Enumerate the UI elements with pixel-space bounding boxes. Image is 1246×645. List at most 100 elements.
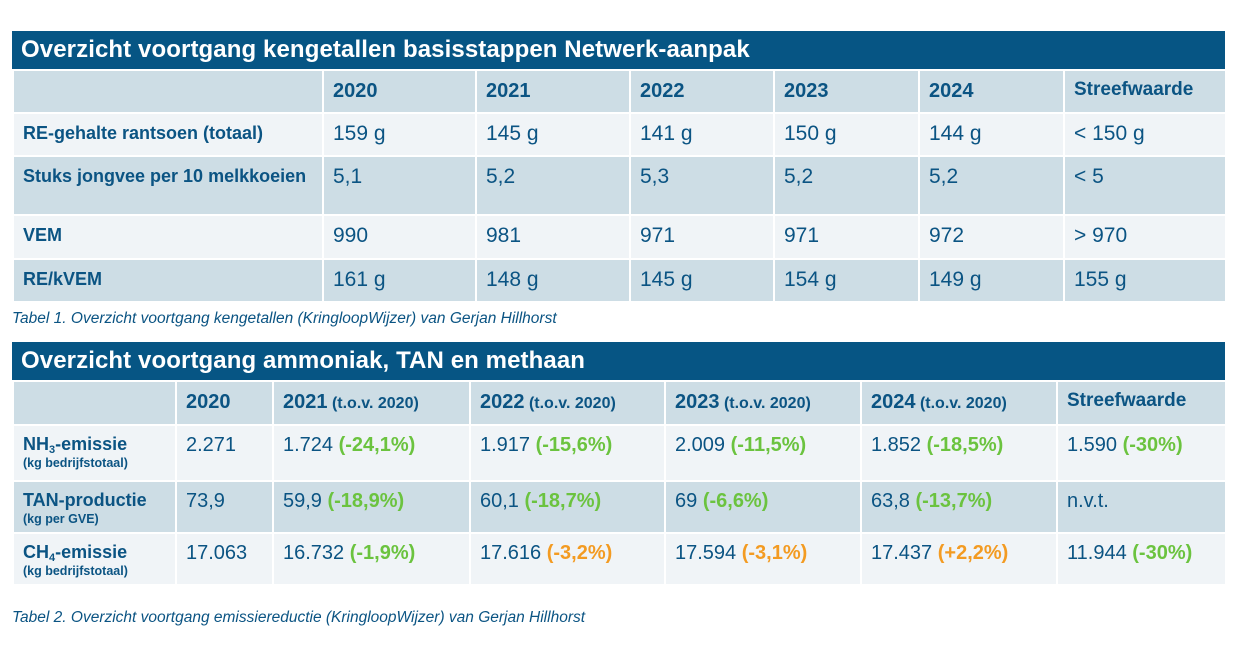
value: 1.724 <box>283 434 339 456</box>
table-row: RE-gehalte rantsoen (totaal) 159 g 145 g… <box>12 112 1227 157</box>
row-label: VEM <box>12 214 324 260</box>
header-streefwaarde: Streefwaarde <box>1056 380 1227 426</box>
pct-change: (-3,1%) <box>741 542 808 564</box>
cell-value: 971 <box>629 214 775 260</box>
cell-value: 971 <box>773 214 920 260</box>
row-label: RE-gehalte rantsoen (totaal) <box>12 112 324 157</box>
row-label: TAN-productie (kg per GVE) <box>12 480 177 534</box>
cell-value: 63,8 (-13,7%) <box>860 480 1058 534</box>
header-sub: (t.o.v. 2020) <box>524 395 616 412</box>
header-year: 2020 <box>186 391 231 413</box>
pct-change: (-24,1%) <box>338 434 416 456</box>
header-sub: (t.o.v. 2020) <box>327 395 419 412</box>
value: 69 <box>675 490 703 512</box>
cell-value: 148 g <box>475 258 631 303</box>
cell-value: 981 <box>475 214 631 260</box>
row-label: CH4-emissie (kg bedrijfstotaal) <box>12 532 177 586</box>
pct-change: (-18,5%) <box>926 434 1004 456</box>
pct-change: (-13,7%) <box>915 490 993 512</box>
row-label: Stuks jongvee per 10 melkkoeien <box>12 155 324 216</box>
label-suffix: -emissie <box>55 542 128 562</box>
header-2020: 2020 <box>175 380 274 426</box>
row-label-main: NH3-emissie <box>23 433 175 456</box>
cell-value: 159 g <box>322 112 477 157</box>
cell-value: 972 <box>918 214 1065 260</box>
row-label-unit: (kg bedrijfstotaal) <box>23 564 128 578</box>
cell-target: n.v.t. <box>1056 480 1227 534</box>
header-row: 2020 2021 (t.o.v. 2020) 2022 (t.o.v. 202… <box>12 380 1227 426</box>
kengetallen-grid: 2020 2021 2022 2023 2024 Streefwaarde RE… <box>12 69 1227 303</box>
value: 11.944 <box>1067 542 1133 564</box>
label-subscript: 4 <box>49 552 56 564</box>
cell-value: 144 g <box>918 112 1065 157</box>
cell-target: 155 g <box>1063 258 1227 303</box>
header-year: 2022 <box>480 391 525 413</box>
cell-value: 59,9 (-18,9%) <box>272 480 471 534</box>
cell-value: 73,9 <box>175 480 274 534</box>
cell-target: < 5 <box>1063 155 1227 216</box>
cell-target: < 150 g <box>1063 112 1227 157</box>
header-year: 2024 <box>871 391 916 413</box>
value: 60,1 <box>480 490 525 512</box>
cell-value: 145 g <box>475 112 631 157</box>
cell-value: 5,1 <box>322 155 477 216</box>
pct-change: (-18,9%) <box>327 490 405 512</box>
cell-value: 5,2 <box>918 155 1065 216</box>
cell-target: > 970 <box>1063 214 1227 260</box>
row-label-main: CH4-emissie <box>23 541 175 564</box>
cell-value: 1.724 (-24,1%) <box>272 424 471 482</box>
label-suffix: -emissie <box>55 434 128 454</box>
table1-caption: Tabel 1. Overzicht voortgang kengetallen… <box>12 310 557 327</box>
table-row: VEM 990 981 971 971 972 > 970 <box>12 214 1227 260</box>
pct-change: (-30%) <box>1132 542 1193 564</box>
label-subscript: 3 <box>49 444 56 456</box>
row-label: RE/kVEM <box>12 258 324 303</box>
header-year: 2023 <box>675 391 720 413</box>
cell-value: 141 g <box>629 112 775 157</box>
value: 73,9 <box>186 490 225 512</box>
table-row: Stuks jongvee per 10 melkkoeien 5,1 5,2 … <box>12 155 1227 216</box>
pct-change: (-30%) <box>1122 434 1183 456</box>
table-row: CH4-emissie (kg bedrijfstotaal) 17.063 1… <box>12 532 1227 586</box>
value: 1.852 <box>871 434 927 456</box>
table-row: RE/kVEM 161 g 148 g 145 g 154 g 149 g 15… <box>12 258 1227 303</box>
header-streefwaarde: Streefwaarde <box>1063 69 1227 114</box>
cell-value: 5,2 <box>475 155 631 216</box>
kengetallen-table-title: Overzicht voortgang kengetallen basissta… <box>12 31 1225 69</box>
value: 63,8 <box>871 490 916 512</box>
emissie-grid: 2020 2021 (t.o.v. 2020) 2022 (t.o.v. 202… <box>12 380 1227 586</box>
row-label-main: TAN-productie <box>23 490 147 510</box>
cell-target: 1.590 (-30%) <box>1056 424 1227 482</box>
cell-value: 149 g <box>918 258 1065 303</box>
value: 17.594 <box>675 542 742 564</box>
cell-value: 17.616 (-3,2%) <box>469 532 666 586</box>
table-row: TAN-productie (kg per GVE) 73,9 59,9 (-1… <box>12 480 1227 534</box>
value: 17.616 <box>480 542 547 564</box>
header-empty <box>12 69 324 114</box>
cell-value: 145 g <box>629 258 775 303</box>
kengetallen-table: Overzicht voortgang kengetallen basissta… <box>12 31 1227 303</box>
value: n.v.t. <box>1067 490 1109 512</box>
cell-value: 1.917 (-15,6%) <box>469 424 666 482</box>
cell-value: 5,2 <box>773 155 920 216</box>
pct-change: (-6,6%) <box>702 490 769 512</box>
cell-value: 161 g <box>322 258 477 303</box>
header-2020: 2020 <box>322 69 477 114</box>
header-2024: 2024 (t.o.v. 2020) <box>860 380 1058 426</box>
cell-value: 16.732 (-1,9%) <box>272 532 471 586</box>
pct-change: (-15,6%) <box>535 434 613 456</box>
emissie-table-title: Overzicht voortgang ammoniak, TAN en met… <box>12 342 1225 380</box>
header-sub: (t.o.v. 2020) <box>915 395 1007 412</box>
cell-value: 60,1 (-18,7%) <box>469 480 666 534</box>
header-2021: 2021 (t.o.v. 2020) <box>272 380 471 426</box>
cell-value: 69 (-6,6%) <box>664 480 862 534</box>
header-year: Streefwaarde <box>1067 390 1187 411</box>
value: 16.732 <box>283 542 350 564</box>
cell-target: 11.944 (-30%) <box>1056 532 1227 586</box>
pct-change: (-3,2%) <box>546 542 613 564</box>
table2-caption: Tabel 2. Overzicht voortgang emissieredu… <box>12 609 586 626</box>
cell-value: 5,3 <box>629 155 775 216</box>
cell-value: 17.437 (+2,2%) <box>860 532 1058 586</box>
header-2022: 2022 <box>629 69 775 114</box>
value: 2.009 <box>675 434 731 456</box>
